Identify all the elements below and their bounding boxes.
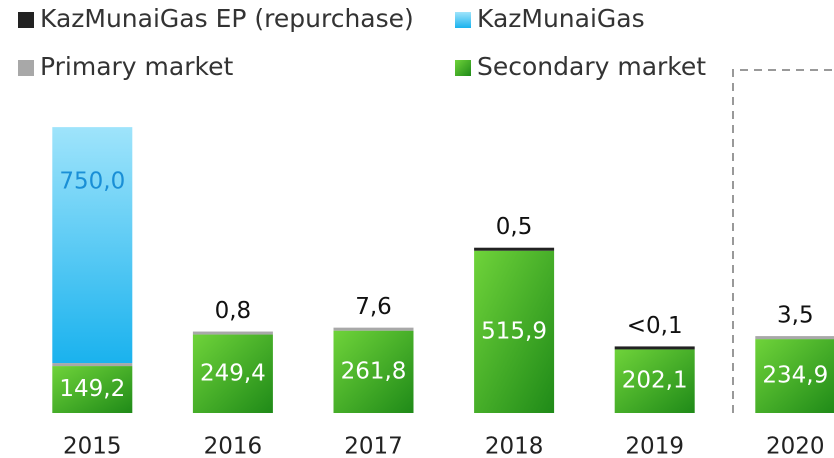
bar-segment bbox=[474, 247, 555, 251]
x-tick-label: 2015 bbox=[63, 434, 122, 458]
bar-segment bbox=[333, 330, 414, 413]
legend-swatch bbox=[455, 60, 471, 76]
legend-label: KazMunaiGas bbox=[477, 4, 645, 33]
x-tick-label: 2019 bbox=[625, 434, 684, 458]
legend-label: KazMunaiGas EP (repurchase) bbox=[40, 4, 414, 33]
bar-segment bbox=[192, 331, 273, 335]
value-label: 515,9 bbox=[481, 318, 547, 344]
legend-label: Secondary market bbox=[477, 52, 706, 81]
x-tick-label: 2020 bbox=[766, 434, 825, 458]
bar-segment bbox=[52, 127, 133, 364]
value-label: 202,1 bbox=[622, 368, 688, 394]
bar-segment bbox=[192, 334, 273, 413]
x-tick-label: 2017 bbox=[344, 434, 403, 458]
legend-swatch bbox=[18, 60, 34, 76]
bar-segment bbox=[755, 336, 834, 340]
value-label: 3,5 bbox=[777, 303, 814, 329]
bar-segment bbox=[614, 349, 695, 413]
bar-segment bbox=[474, 250, 555, 413]
bar-segment bbox=[52, 366, 133, 413]
forecast-frame bbox=[732, 69, 834, 413]
value-label: 261,8 bbox=[341, 358, 407, 384]
value-label: 0,8 bbox=[215, 298, 252, 324]
bar-segment bbox=[755, 339, 834, 413]
bar-segment bbox=[333, 327, 414, 331]
x-tick-label: 2018 bbox=[485, 434, 544, 458]
value-label: 750,0 bbox=[59, 169, 125, 195]
x-tick-label: 2016 bbox=[204, 434, 263, 458]
value-label: 7,6 bbox=[355, 294, 392, 320]
legend-swatch bbox=[18, 12, 34, 28]
bar-segment bbox=[52, 363, 133, 367]
value-label: 0,5 bbox=[496, 214, 533, 240]
value-label: 234,9 bbox=[762, 363, 828, 389]
legend-swatch bbox=[455, 12, 471, 28]
legend-label: Primary market bbox=[40, 52, 233, 81]
value-label: <0,1 bbox=[627, 313, 683, 339]
value-label: 249,4 bbox=[200, 360, 266, 386]
value-label: 149,2 bbox=[59, 376, 125, 402]
bar-segment bbox=[614, 346, 695, 350]
